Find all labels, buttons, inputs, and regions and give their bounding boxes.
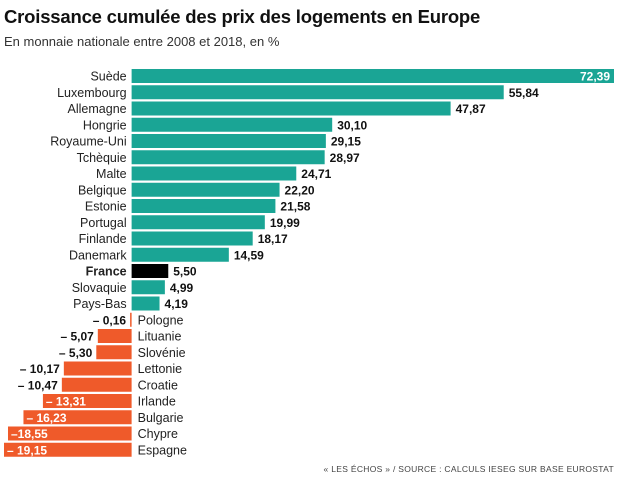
value-label-royaume-uni: 29,15 xyxy=(331,135,361,149)
value-label-lituanie: – 5,07 xyxy=(60,330,94,344)
bar-portugal xyxy=(131,215,265,230)
value-label-pays-bas: 4,19 xyxy=(165,297,189,311)
source-note: « LES ÉCHOS » / SOURCE : CALCULS IESEG S… xyxy=(323,464,614,474)
bar-royaume-uni xyxy=(131,134,326,148)
bar-belgique xyxy=(131,182,280,197)
chart-title: Croissance cumulée des prix des logement… xyxy=(4,6,481,27)
category-label-danemark: Danemark xyxy=(69,248,127,262)
category-label-france: France xyxy=(86,265,127,279)
value-label-france: 5,50 xyxy=(173,265,197,279)
bar-slovenie xyxy=(96,345,132,360)
bar-slovaquie xyxy=(131,280,165,295)
bar-finlande xyxy=(131,231,253,246)
category-label-estonie: Estonie xyxy=(85,200,127,214)
bar-luxembourg xyxy=(131,85,504,100)
category-label-croatie: Croatie xyxy=(138,378,178,392)
value-label-suede: 72,39 xyxy=(580,70,610,84)
value-label-malte: 24,71 xyxy=(301,167,331,181)
chart-subtitle: En monnaie nationale entre 2008 et 2018,… xyxy=(4,34,280,49)
bar-espagne xyxy=(4,442,132,457)
bar-croatie xyxy=(61,377,132,392)
value-label-portugal: 19,99 xyxy=(270,216,300,230)
bar-france xyxy=(131,264,169,278)
bar-allemagne xyxy=(131,101,451,116)
bar-lettonie xyxy=(63,361,132,376)
bar-lituanie xyxy=(97,329,132,343)
value-label-irlande: – 13,31 xyxy=(46,395,86,409)
value-label-pologne: – 0,16 xyxy=(93,313,127,327)
bar-pologne xyxy=(130,312,132,327)
category-label-chypre: Chypre xyxy=(138,427,178,441)
category-label-allemagne: Allemagne xyxy=(68,102,127,116)
value-label-belgique: 22,20 xyxy=(285,183,315,197)
bar-hongrie xyxy=(131,117,333,132)
bar-irlande xyxy=(42,394,132,408)
bar-tchequie xyxy=(131,150,325,165)
category-label-irlande: Irlande xyxy=(138,395,176,409)
bar-pays-bas xyxy=(131,296,160,311)
category-label-bulgarie: Bulgarie xyxy=(138,411,184,425)
value-label-finlande: 18,17 xyxy=(258,232,288,246)
value-label-slovaquie: 4,99 xyxy=(170,281,194,295)
bar-danemark xyxy=(131,247,229,262)
bar-estonie xyxy=(131,199,276,213)
value-label-luxembourg: 55,84 xyxy=(509,86,539,100)
bar-malte xyxy=(131,166,297,181)
category-label-tchequie: Tchèquie xyxy=(77,151,127,165)
category-label-royaume-uni: Royaume-Uni xyxy=(50,135,126,149)
category-label-slovenie: Slovénie xyxy=(138,346,186,360)
category-label-hongrie: Hongrie xyxy=(83,118,127,132)
bar-chypre xyxy=(7,426,132,441)
value-label-chypre: –18,55 xyxy=(11,427,48,441)
category-label-suede: Suède xyxy=(90,70,126,84)
value-label-lettonie: – 10,17 xyxy=(20,362,60,376)
category-label-finlande: Finlande xyxy=(79,232,127,246)
category-label-lettonie: Lettonie xyxy=(138,362,183,376)
category-label-belgique: Belgique xyxy=(78,183,127,197)
value-label-slovenie: – 5,30 xyxy=(59,346,93,360)
value-label-bulgarie: – 16,23 xyxy=(26,411,66,425)
value-label-espagne: – 19,15 xyxy=(7,443,47,457)
value-label-croatie: – 10,47 xyxy=(18,378,58,392)
category-label-portugal: Portugal xyxy=(80,216,127,230)
category-label-pays-bas: Pays-Bas xyxy=(73,297,127,311)
value-label-allemagne: 47,87 xyxy=(456,102,486,116)
category-label-pologne: Pologne xyxy=(138,313,184,327)
bar-suede xyxy=(131,69,614,83)
category-label-malte: Malte xyxy=(96,167,127,181)
category-label-slovaquie: Slovaquie xyxy=(72,281,127,295)
value-label-danemark: 14,59 xyxy=(234,248,264,262)
value-label-hongrie: 30,10 xyxy=(337,118,367,132)
category-label-luxembourg: Luxembourg xyxy=(57,86,127,100)
value-label-tchequie: 28,97 xyxy=(330,151,360,165)
value-label-estonie: 21,58 xyxy=(280,200,310,214)
category-label-espagne: Espagne xyxy=(138,443,187,457)
bar-bulgarie xyxy=(23,410,132,425)
category-label-lituanie: Lituanie xyxy=(138,330,182,344)
